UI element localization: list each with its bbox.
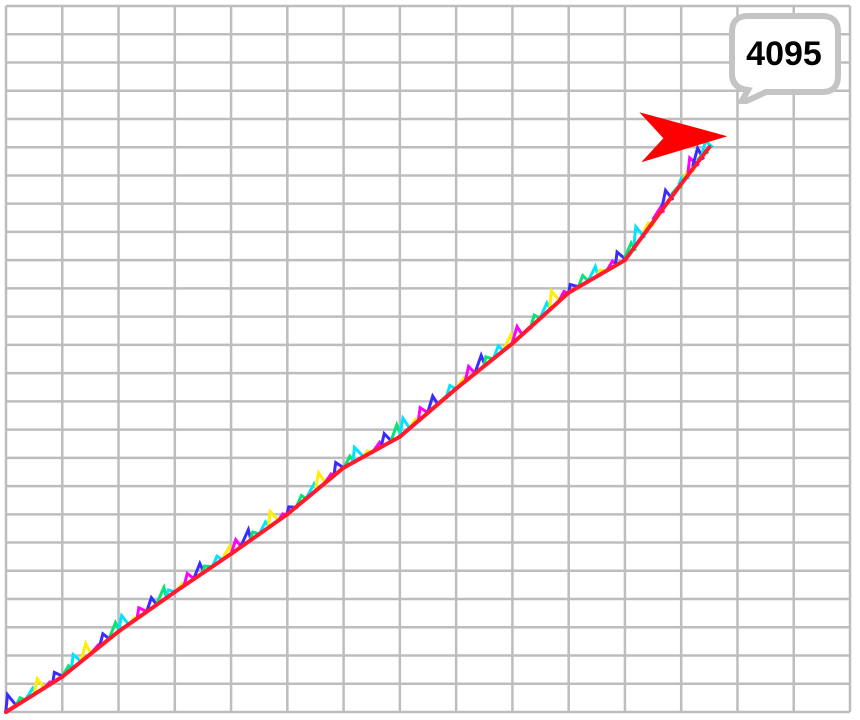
series-noise-stroke [4,690,18,714]
series-points [4,145,712,714]
series-noise-stroke [613,249,628,268]
data-point [60,674,65,679]
series-noise-stroke [229,536,243,556]
series-noise-stroke [144,594,159,613]
data-point [4,710,8,714]
data-point [172,589,177,594]
chart-grid [4,4,852,714]
annotation-value: 4095 [746,35,822,73]
series-line [4,145,712,714]
series-noise-stroke [182,570,196,587]
series-noise-stroke [398,414,412,437]
data-point [707,145,712,150]
series-noise-stroke [79,639,94,663]
data-point [397,434,402,439]
data-point [229,551,234,556]
speech-bubble-icon [729,13,841,104]
annotation-callout [729,13,841,104]
series-noise-stroke [69,651,84,670]
annotation-arrow-icon [639,112,728,163]
data-point [510,341,515,346]
series-noise-stroke [426,392,440,414]
data-point [285,512,290,517]
series-noise-stroke [463,363,478,382]
data-point [454,386,459,391]
data-point [622,258,627,263]
series-noise-stroke [32,675,46,696]
series-noise-stroke [548,287,562,310]
series-noise-stroke [266,508,281,529]
series-noise-stroke [51,670,65,684]
data-point [341,465,346,470]
series-noise-stroke [351,443,365,465]
data-point [566,290,571,295]
series-noise-stroke [379,430,393,449]
data-point [679,181,684,186]
series-noise-stroke [116,612,131,633]
data-point [116,629,121,634]
series-noise-stroke [313,468,328,492]
